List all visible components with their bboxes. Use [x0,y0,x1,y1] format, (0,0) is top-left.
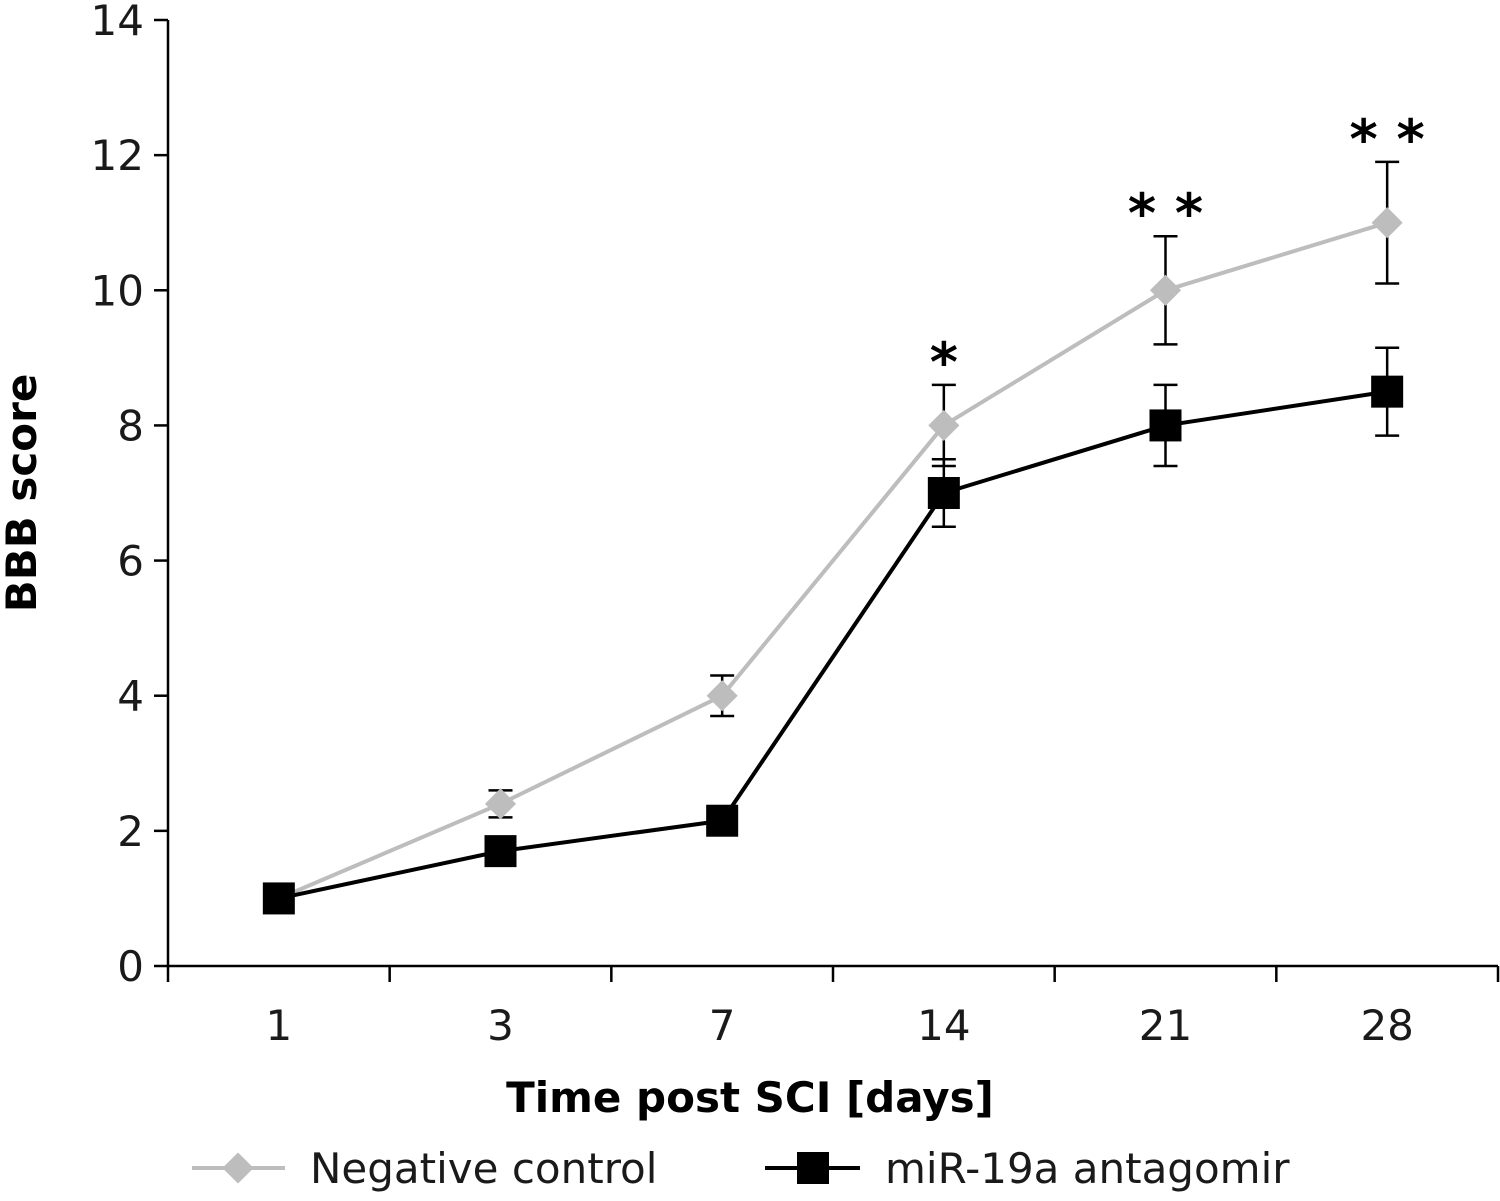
x-tick-label: 28 [1360,1001,1413,1050]
x-tick-label: 1 [265,1001,292,1050]
y-tick-label: 14 [91,0,144,45]
data-point-square [706,804,739,837]
y-axis-title: BBB score [0,374,46,613]
significance-marker: * * [1350,108,1425,171]
x-axis-title: Time post SCI [days] [506,1073,994,1122]
data-point-square [927,477,960,509]
legend-item-mir-19a-antagomir: miR-19a antagomir [765,1144,1290,1193]
series-line-negative-control [278,220,1388,901]
y-tick-label: 2 [117,807,144,856]
y-tick-label: 6 [117,537,144,586]
y-axis-ticks: 0 2 4 6 8 10 12 14 [91,0,168,991]
data-point-square [1371,375,1404,408]
significance-marker: * * [1128,182,1203,245]
data-point-square [1149,409,1182,442]
data-point-diamond [1371,207,1403,239]
x-axis-ticks: 1 3 7 14 21 28 [166,966,1500,1050]
legend-label-mir-19a-antagomir: miR-19a antagomir [885,1144,1290,1193]
series-negative-control [263,160,1403,914]
y-tick-label: 12 [91,131,144,180]
data-point-square [262,882,295,915]
data-point-diamond [1149,274,1182,306]
y-tick-label: 8 [117,401,144,450]
x-tick-label: 21 [1139,1001,1192,1050]
x-tick-label: 3 [487,1001,514,1050]
axes [166,20,1498,968]
y-tick-label: 4 [117,672,144,721]
y-tick-label: 0 [117,942,144,991]
data-point-diamond [484,788,517,820]
legend-label-negative-control: Negative control [310,1144,657,1193]
legend-marker-square [797,1152,829,1184]
data-point-diamond [928,409,960,441]
series-mir-19a-antagomir [262,346,1404,915]
data-point-square [484,835,517,868]
series-line-mir-19a-antagomir [278,389,1388,901]
significance-markers: * * * * * [930,108,1425,394]
significance-marker: * [930,331,958,394]
legend-item-negative-control: Negative control [192,1144,657,1193]
x-tick-label: 7 [709,1001,736,1050]
legend-marker-diamond [222,1152,254,1184]
x-tick-label: 14 [917,1001,970,1050]
series-layer [262,160,1404,915]
legend: Negative control miR-19a antagomir [192,1144,1290,1193]
y-tick-label: 10 [91,266,144,315]
